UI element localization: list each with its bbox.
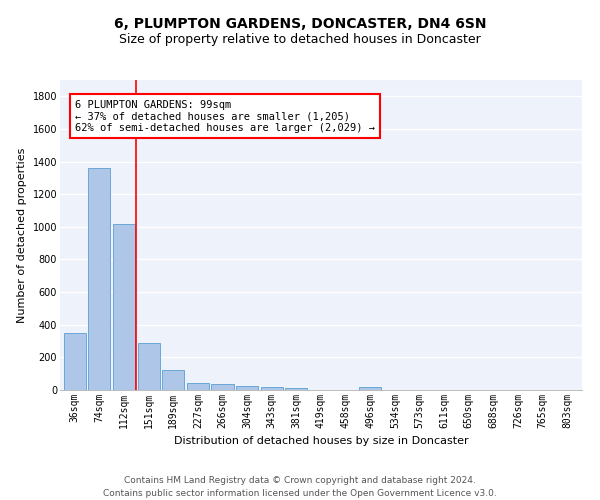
Bar — [359, 386, 382, 390]
Bar — [64, 333, 86, 390]
Y-axis label: Number of detached properties: Number of detached properties — [17, 148, 27, 322]
Text: 6 PLUMPTON GARDENS: 99sqm
← 37% of detached houses are smaller (1,205)
62% of se: 6 PLUMPTON GARDENS: 99sqm ← 37% of detac… — [75, 100, 375, 133]
Bar — [285, 388, 307, 390]
Bar — [236, 386, 258, 390]
Text: 6, PLUMPTON GARDENS, DONCASTER, DN4 6SN: 6, PLUMPTON GARDENS, DONCASTER, DN4 6SN — [114, 18, 486, 32]
Text: Size of property relative to detached houses in Doncaster: Size of property relative to detached ho… — [119, 32, 481, 46]
Text: Contains HM Land Registry data © Crown copyright and database right 2024.
Contai: Contains HM Land Registry data © Crown c… — [103, 476, 497, 498]
Bar — [162, 370, 184, 390]
Bar — [88, 168, 110, 390]
Bar — [113, 224, 135, 390]
X-axis label: Distribution of detached houses by size in Doncaster: Distribution of detached houses by size … — [173, 436, 469, 446]
Bar — [187, 384, 209, 390]
Bar — [137, 342, 160, 390]
Bar — [211, 384, 233, 390]
Bar — [260, 386, 283, 390]
